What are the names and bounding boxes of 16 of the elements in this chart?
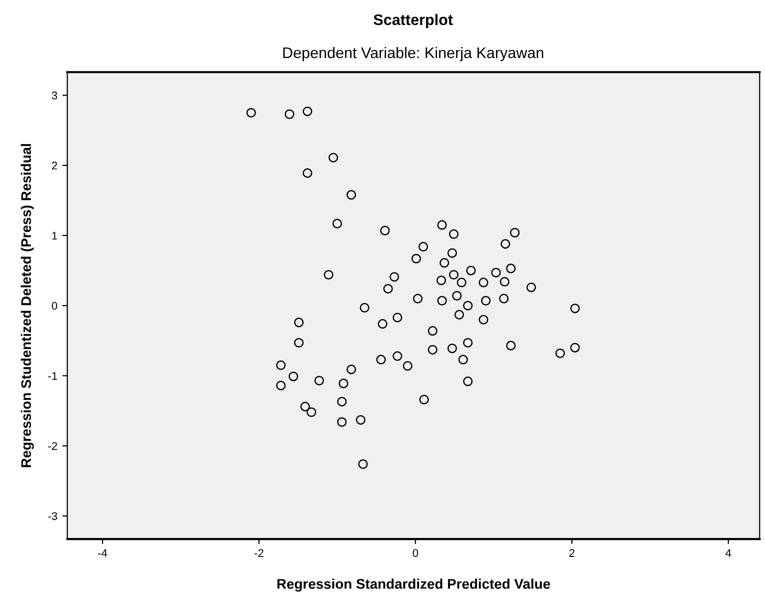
x-tick-label: 0 (412, 549, 418, 557)
y-tick-label: -2 (48, 442, 58, 450)
chart-title: Scatterplot (374, 14, 453, 28)
x-axis-title: Regression Standardized Predicted Value (277, 578, 550, 592)
x-tick-label: 2 (569, 549, 574, 557)
y-tick-label: 3 (52, 92, 58, 100)
y-tick-label: -1 (48, 372, 58, 380)
x-tick-label: -4 (98, 549, 108, 557)
y-tick-label: -3 (48, 512, 58, 520)
x-tick-label: 4 (726, 549, 732, 557)
y-tick-label: 2 (52, 162, 58, 170)
y-axis-title: Regression Studentized Deleted (Press) Residual (20, 144, 34, 468)
y-tick-label: 0 (52, 302, 58, 310)
y-tick-label: 1 (52, 232, 58, 240)
x-tick-label: -2 (254, 549, 264, 557)
chart-subtitle: Dependent Variable: Kinerja Karyawan (283, 46, 544, 62)
